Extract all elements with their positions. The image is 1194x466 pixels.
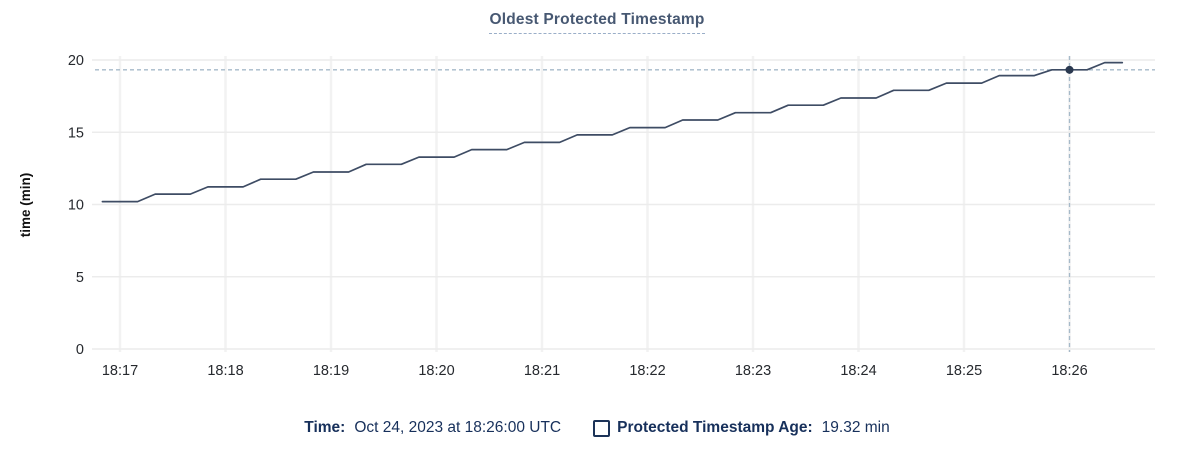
hover-time-label: Time: <box>304 419 346 436</box>
y-axis-title: time (min) <box>18 173 33 238</box>
chart-header: Oldest Protected Timestamp <box>0 11 1194 34</box>
x-axis-tick-label: 18:24 <box>840 363 876 379</box>
y-axis-tick-label: 5 <box>76 270 84 286</box>
series-legend-item: Protected Timestamp Age: 19.32 min <box>593 419 890 437</box>
x-axis-tick-label: 18:25 <box>946 363 982 379</box>
hover-time-value: Oct 24, 2023 at 18:26:00 UTC <box>354 419 562 436</box>
x-axis-tick-label: 18:19 <box>313 363 349 379</box>
chart-hover-legend: Time: Oct 24, 2023 at 18:26:00 UTC Prote… <box>0 419 1194 437</box>
y-axis-tick-label: 0 <box>76 342 84 358</box>
y-axis-tick-label: 15 <box>68 125 84 141</box>
y-axis-tick-label: 20 <box>68 53 84 69</box>
x-axis-tick-label: 18:18 <box>207 363 243 379</box>
x-axis-tick-label: 18:21 <box>524 363 560 379</box>
y-axis-tick-label: 10 <box>68 198 84 214</box>
x-axis-tick-label: 18:23 <box>735 363 771 379</box>
x-axis-tick-label: 18:22 <box>629 363 665 379</box>
x-axis-tick-label: 18:20 <box>418 363 454 379</box>
x-axis-tick-label: 18:26 <box>1051 363 1087 379</box>
series-line <box>101 61 1124 203</box>
checkbox-unchecked-icon[interactable] <box>593 419 611 437</box>
series-hover-value: 19.32 min <box>821 419 890 436</box>
series-name-label: Protected Timestamp Age: <box>617 419 813 436</box>
hover-time-readout: Time: Oct 24, 2023 at 18:26:00 UTC <box>304 419 561 437</box>
chart-plot-area[interactable] <box>95 56 1155 352</box>
x-axis-tick-label: 18:17 <box>102 363 138 379</box>
chart-title[interactable]: Oldest Protected Timestamp <box>489 11 705 34</box>
hover-point-dot <box>1065 65 1074 74</box>
